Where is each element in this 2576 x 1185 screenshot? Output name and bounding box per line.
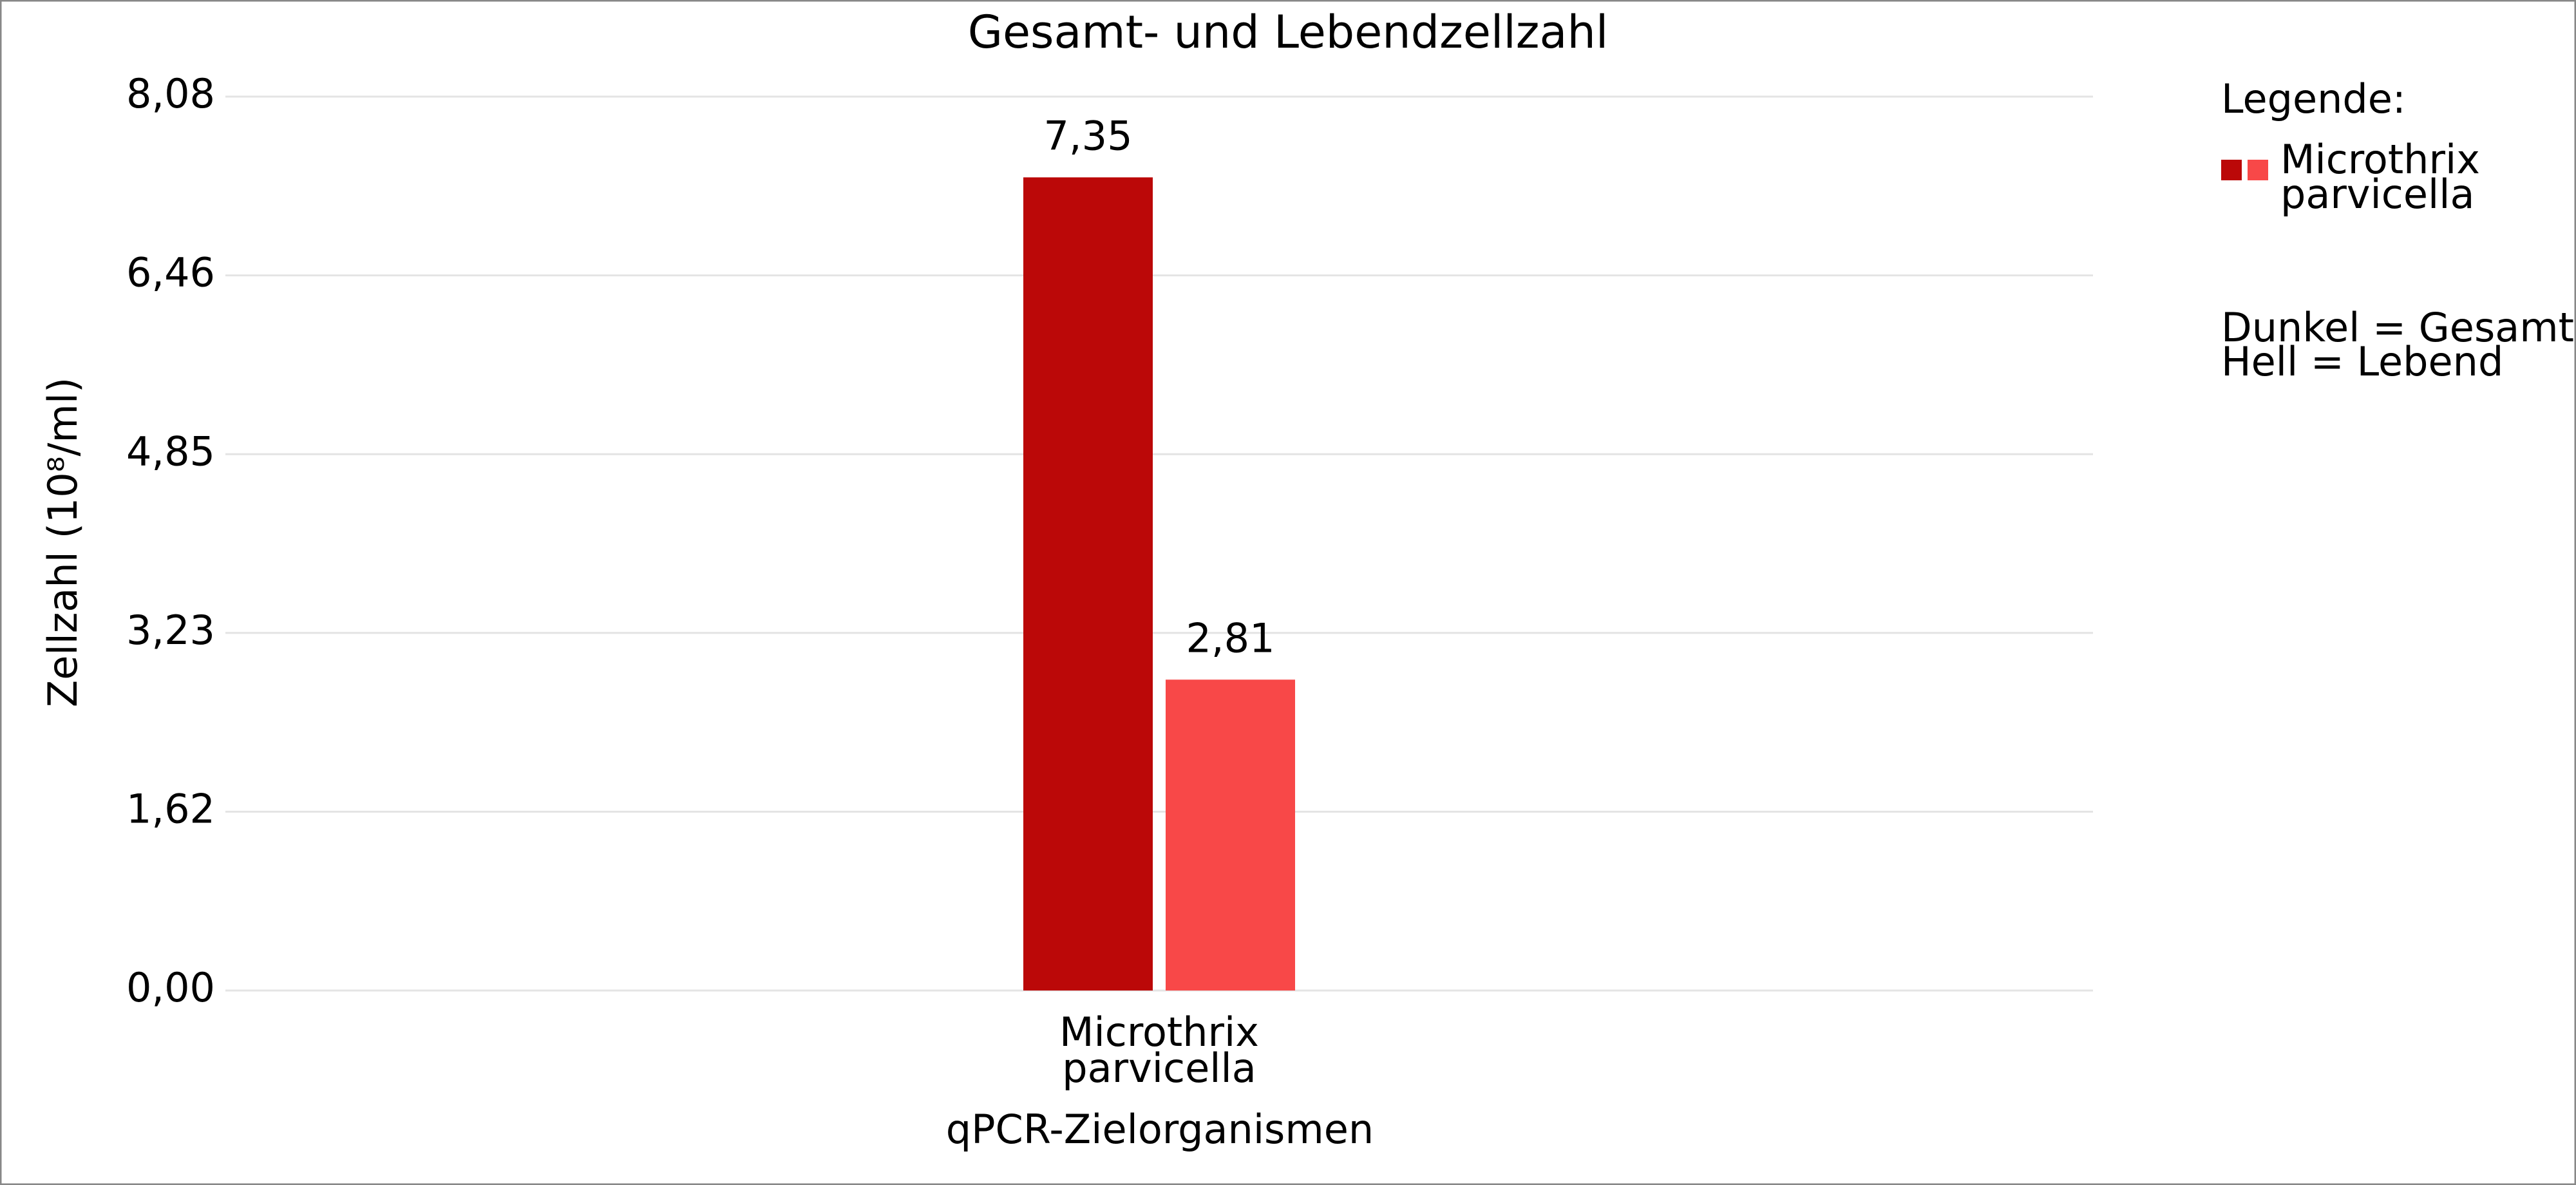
- legend-note: Hell = Lebend: [2221, 338, 2503, 385]
- y-tick-label: 0,00: [126, 964, 215, 1011]
- legend-note: Dunkel = Gesamt: [2221, 304, 2574, 351]
- x-axis-label: qPCR-Zielorganismen: [946, 1106, 1374, 1153]
- bar: [1166, 679, 1295, 991]
- y-tick-label: 8,08: [126, 70, 215, 117]
- y-tick-label: 1,62: [126, 785, 215, 832]
- y-tick-label: 3,23: [126, 607, 215, 654]
- legend-swatch: [2221, 160, 2242, 180]
- legend-label: Microthrix parvicella: [2280, 136, 2480, 218]
- y-tick-label: 4,85: [126, 428, 215, 475]
- y-tick-label: 6,46: [126, 249, 215, 296]
- legend-swatch: [2248, 160, 2268, 180]
- value-label: 2,81: [1186, 614, 1274, 661]
- chart-title: Gesamt- und Lebendzellzahl: [968, 6, 1609, 59]
- x-tick-label: Microthrix parvicella: [1059, 1009, 1259, 1092]
- legend-title: Legende:: [2221, 75, 2406, 122]
- y-axis-label: Zellzahl (10⁸/ml): [39, 377, 86, 707]
- bar: [1023, 177, 1153, 991]
- value-label: 7,35: [1043, 112, 1132, 159]
